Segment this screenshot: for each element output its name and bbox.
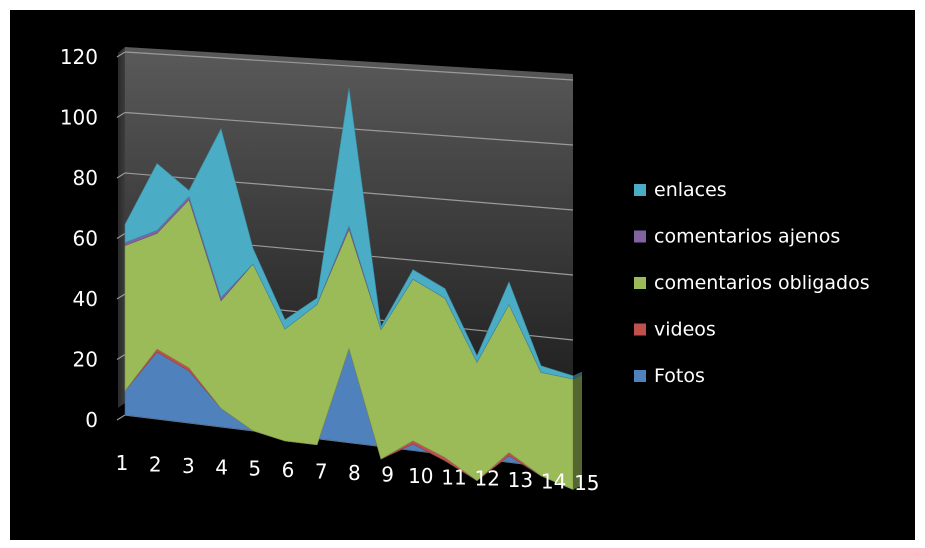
- x-axis-ticks: 1 2 3 4 5 6 7 8 9 10 11 12 13 14 15: [116, 451, 600, 495]
- x-tick-label: 12: [474, 467, 499, 491]
- x-tick-label: 14: [541, 470, 566, 494]
- y-axis-ticks: 0 20 40 60 80 100 120: [60, 45, 98, 432]
- x-tick-label: 15: [574, 471, 599, 495]
- gridline-120: [124, 51, 574, 81]
- gridline-side-0: [116, 414, 126, 421]
- gridline-side-100: [116, 111, 126, 119]
- gridline-side-120: [116, 51, 126, 58]
- side-face-comentarios-obligados: [573, 375, 582, 490]
- side-wall: [118, 47, 125, 408]
- y-tick-label: 0: [85, 408, 98, 432]
- x-tick-label: 3: [182, 454, 195, 478]
- legend-swatch: [634, 277, 646, 289]
- x-tick-label: 7: [315, 460, 328, 484]
- y-tick-label: 40: [73, 287, 98, 311]
- x-tick-label: 2: [149, 452, 162, 476]
- x-tick-label: 1: [116, 451, 129, 475]
- gridline-side-80: [116, 172, 126, 179]
- legend: enlaces comentarios ajenos comentarios obl…: [634, 179, 870, 387]
- y-tick-label: 100: [60, 106, 98, 130]
- y-tick-label: 80: [73, 166, 98, 190]
- legend-label: comentarios ajenos: [654, 226, 840, 248]
- legend-swatch: [634, 370, 646, 382]
- gridline-side-60: [116, 232, 126, 240]
- x-tick-label: 5: [248, 457, 261, 481]
- legend-label: enlaces: [654, 179, 727, 201]
- x-tick-label: 4: [215, 455, 228, 479]
- side-face-enlaces: [573, 371, 582, 379]
- legend-swatch: [634, 184, 646, 196]
- legend-label: Fotos: [654, 365, 705, 387]
- x-tick-label: 11: [441, 465, 466, 489]
- x-tick-label: 13: [508, 468, 533, 492]
- legend-swatch: [634, 323, 646, 336]
- chart-frame: 0 20 40 60 80 100 120 1 2 3 4 5 6 7 8 9 10 11 12 13 14 15 en…: [10, 10, 915, 540]
- y-tick-label: 120: [60, 45, 98, 69]
- gridline-side-20: [116, 353, 126, 361]
- y-tick-label: 60: [73, 227, 98, 251]
- x-tick-label: 8: [348, 461, 361, 485]
- gridline-side-40: [116, 293, 126, 300]
- x-tick-label: 9: [381, 462, 394, 486]
- series-areas: [124, 87, 582, 490]
- x-tick-label: 10: [408, 464, 433, 488]
- x-tick-label: 6: [282, 458, 295, 482]
- legend-label: videos: [654, 319, 716, 341]
- y-tick-label: 20: [73, 348, 98, 372]
- legend-swatch: [634, 230, 646, 243]
- legend-label: comentarios obligados: [654, 272, 870, 294]
